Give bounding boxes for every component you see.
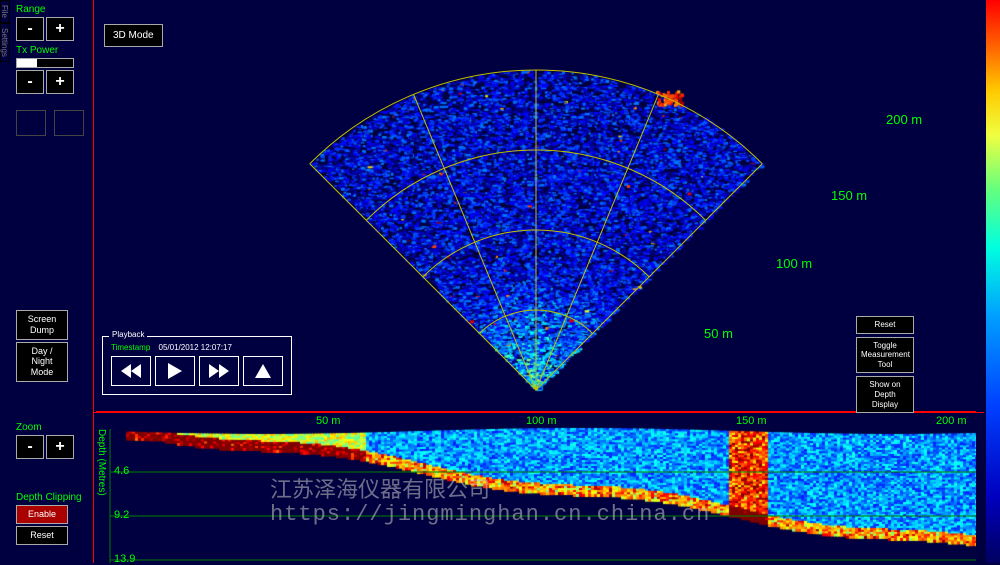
- intensity-colorbar: [986, 0, 1000, 563]
- toggle-measurement-button[interactable]: Toggle Measurement Tool: [856, 337, 914, 374]
- depth-x-tick: 200 m: [936, 415, 967, 427]
- playback-legend: Playback: [109, 330, 147, 339]
- show-depth-display-button[interactable]: Show on Depth Display: [856, 376, 914, 413]
- txpower-label: Tx Power: [16, 45, 92, 56]
- playback-panel: Playback Timestamp 05/01/2012 12:07:17: [102, 336, 292, 395]
- txpower-bar: [16, 58, 74, 68]
- divider-vertical: [93, 0, 94, 563]
- range-ring-label: 200 m: [886, 112, 922, 127]
- placeholder-box-2: [54, 110, 84, 136]
- depth-clipping-label: Depth Clipping: [16, 492, 82, 503]
- timestamp-value: 05/01/2012 12:07:17: [159, 343, 232, 352]
- screen-dump-button[interactable]: Screen Dump: [16, 310, 68, 340]
- depth-grid-overlay: [96, 413, 976, 563]
- fast-forward-button[interactable]: [199, 356, 239, 386]
- zoom-plus-button[interactable]: +: [46, 435, 74, 459]
- depth-profile-display: Depth (Metres) 50 m100 m150 m200 m 4.69.…: [96, 413, 976, 563]
- range-ring-label: 150 m: [831, 188, 867, 203]
- range-ring-label: 50 m: [704, 326, 733, 341]
- tab-file[interactable]: File: [0, 0, 10, 23]
- depth-clipping-reset-button[interactable]: Reset: [16, 526, 68, 545]
- depth-clipping-enable-button[interactable]: Enable: [16, 505, 68, 524]
- txpower-plus-button[interactable]: +: [46, 70, 74, 94]
- triangle-up-icon: [255, 364, 271, 378]
- depth-x-tick: 50 m: [316, 415, 340, 427]
- rewind-button[interactable]: [111, 356, 151, 386]
- rewind-icon: [121, 364, 141, 378]
- range-minus-button[interactable]: -: [16, 17, 44, 41]
- timestamp-label: Timestamp: [111, 343, 150, 352]
- zoom-label: Zoom: [16, 422, 74, 433]
- range-plus-button[interactable]: +: [46, 17, 74, 41]
- tab-settings[interactable]: Settings: [0, 23, 10, 62]
- txpower-fill: [17, 59, 37, 67]
- play-icon: [168, 363, 182, 379]
- placeholder-box-1: [16, 110, 46, 136]
- txpower-minus-button[interactable]: -: [16, 70, 44, 94]
- depth-y-tick: 13.9: [114, 553, 135, 565]
- sonar-fan-display: 3D Mode 200 m150 m100 m50 m Playback Tim…: [96, 0, 976, 412]
- fast-forward-icon: [209, 364, 229, 378]
- step-button[interactable]: [243, 356, 283, 386]
- depth-x-tick: 100 m: [526, 415, 557, 427]
- right-reset-button[interactable]: Reset: [856, 316, 914, 334]
- range-ring-label: 100 m: [776, 256, 812, 271]
- depth-x-tick: 150 m: [736, 415, 767, 427]
- depth-y-tick: 4.6: [114, 465, 129, 477]
- depth-y-tick: 9.2: [114, 509, 129, 521]
- play-button[interactable]: [155, 356, 195, 386]
- zoom-minus-button[interactable]: -: [16, 435, 44, 459]
- range-label: Range: [16, 4, 92, 15]
- day-night-mode-button[interactable]: Day / Night Mode: [16, 342, 68, 382]
- left-control-panel: Range - + Tx Power - + Screen Dump Day /…: [12, 0, 92, 563]
